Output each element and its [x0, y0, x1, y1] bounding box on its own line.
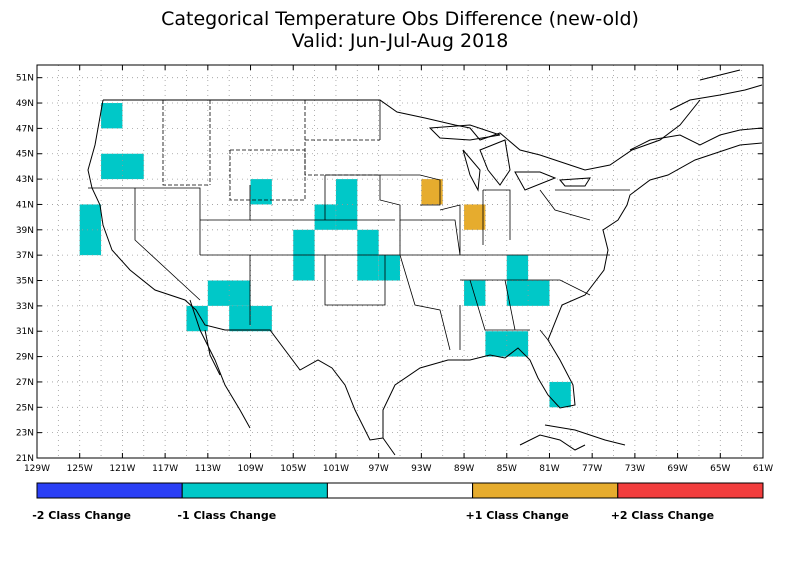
lat-label: 33N — [16, 302, 34, 312]
maritime-coast — [629, 69, 763, 151]
lon-label: 81W — [539, 464, 559, 474]
mexico-coast — [189, 299, 586, 456]
lon-label: 125W — [67, 464, 93, 474]
diff-cell-12 — [421, 179, 443, 205]
lat-label: 25N — [16, 403, 34, 413]
lat-label: 47N — [16, 124, 34, 134]
diff-cell-13 — [464, 204, 486, 230]
legend-label-minus2: -2 Class Change — [32, 509, 131, 522]
diff-cell-9 — [207, 280, 251, 306]
lon-label: 97W — [368, 464, 388, 474]
lat-label: 29N — [16, 353, 34, 363]
lon-label: 65W — [710, 464, 730, 474]
lon-label: 93W — [411, 464, 431, 474]
lat-label: 23N — [16, 429, 34, 439]
color-legend: -2 Class Change -1 Class Change +1 Class C… — [32, 482, 764, 522]
cuba — [544, 424, 626, 446]
lon-label: 85W — [497, 464, 517, 474]
legend-label-minus1: -1 Class Change — [177, 509, 276, 522]
lon-label: 113W — [195, 464, 221, 474]
lat-label: 21N — [16, 454, 34, 464]
diff-cell-0 — [101, 103, 123, 129]
legend-swatch-zero — [326, 482, 474, 499]
us-outline — [87, 99, 763, 441]
chart-title: Categorical Temperature Obs Difference (… — [161, 8, 639, 30]
diff-cell-14 — [506, 255, 529, 281]
lat-label: 27N — [16, 378, 34, 388]
lon-label: 129W — [24, 464, 50, 474]
lat-lon-grid — [37, 65, 763, 458]
diff-cell-18 — [549, 381, 571, 408]
chart-subtitle: Valid: Jun-Jul-Aug 2018 — [291, 30, 509, 52]
diff-cell-10 — [229, 305, 272, 332]
axis-ticks: 21N 23N 25N 27N 29N 31N 33N 35N 37N 39N 41N 43N 45N 4… — [16, 65, 773, 474]
lon-label: 61W — [753, 464, 773, 474]
lon-label: 101W — [323, 464, 349, 474]
lat-label: 51N — [16, 74, 34, 84]
diff-cell-2 — [79, 204, 102, 256]
lon-label: 89W — [454, 464, 474, 474]
canada-border — [103, 99, 701, 171]
legend-swatch-plus2 — [617, 482, 764, 499]
lat-label: 43N — [16, 175, 34, 185]
lon-label: 121W — [109, 464, 135, 474]
lon-label: 73W — [625, 464, 645, 474]
lat-label: 37N — [16, 251, 34, 261]
map-boundaries — [87, 69, 763, 456]
lon-label: 105W — [280, 464, 306, 474]
diff-cell-1 — [101, 153, 144, 180]
lon-label: 109W — [237, 464, 263, 474]
diff-cell-3 — [250, 179, 272, 205]
difference-cells — [79, 103, 571, 408]
lat-label: 35N — [16, 277, 34, 287]
great-lakes — [428, 124, 591, 192]
lat-label: 39N — [16, 226, 34, 236]
diff-cell-11 — [186, 305, 208, 332]
legend-label-plus1: +1 Class Change — [466, 509, 569, 522]
legend-label-plus2: +2 Class Change — [611, 509, 714, 522]
lat-label: 31N — [16, 327, 34, 337]
lat-label: 41N — [16, 200, 34, 210]
legend-swatch-minus1 — [181, 482, 328, 499]
diff-cell-8 — [378, 255, 400, 281]
lat-label: 45N — [16, 150, 34, 160]
lon-label: 69W — [667, 464, 687, 474]
legend-swatch-minus2 — [36, 482, 183, 499]
plot-frame — [36, 64, 764, 459]
diff-cell-5 — [335, 179, 358, 230]
diff-cell-16 — [464, 280, 486, 306]
legend-swatch-plus1 — [472, 482, 619, 499]
lon-label: 77W — [582, 464, 602, 474]
lon-label: 117W — [152, 464, 178, 474]
lat-label: 49N — [16, 99, 34, 109]
diff-cell-15 — [506, 280, 550, 306]
